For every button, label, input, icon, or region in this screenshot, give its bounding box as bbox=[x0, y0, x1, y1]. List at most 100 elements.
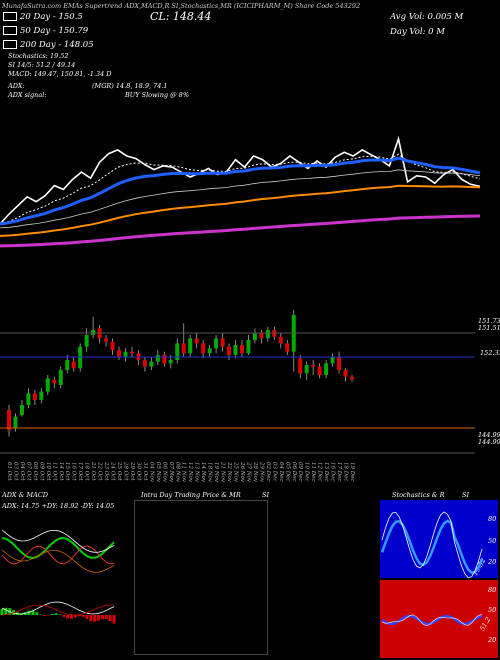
date-tick-label: 30 Oct bbox=[135, 462, 141, 481]
candle-body bbox=[239, 345, 244, 354]
adx-line bbox=[1, 529, 115, 553]
candle-body bbox=[45, 378, 50, 392]
rsi-line bbox=[381, 614, 483, 627]
candle-body bbox=[343, 370, 348, 377]
date-tick-label: 28 Nov bbox=[252, 461, 258, 483]
date-tick-label: 07 Oct bbox=[25, 462, 31, 481]
macd-bar bbox=[97, 615, 101, 621]
date-tick-label: 10 Oct bbox=[45, 462, 51, 481]
date-tick-label: 25 Nov bbox=[233, 461, 239, 483]
price-label-top: 151.73 bbox=[478, 317, 500, 325]
candle-body bbox=[142, 360, 147, 367]
macd-bar bbox=[100, 615, 104, 620]
candle-body bbox=[317, 366, 322, 375]
date-tick-label: 02 Dec bbox=[265, 462, 271, 482]
candle-body bbox=[155, 355, 160, 362]
candle-body bbox=[52, 380, 57, 384]
candle-body bbox=[330, 356, 335, 364]
macd-bar bbox=[93, 615, 97, 622]
date-tick-label: 18 Oct bbox=[84, 462, 90, 481]
macd-bar bbox=[27, 610, 31, 615]
date-tick-label: 14 Oct bbox=[58, 462, 64, 481]
macd-bar bbox=[89, 615, 93, 622]
stoch-tick-50: 50 bbox=[488, 537, 497, 545]
price-label-mid: 151.51 bbox=[478, 324, 500, 332]
date-tick-label: 11 Dec bbox=[310, 462, 316, 482]
macd-value: MACD: 149.47, 150.81, -1.34 D bbox=[8, 70, 112, 78]
ema-long-line bbox=[0, 214, 481, 248]
stoch-panel-title: Stochastics & R bbox=[392, 491, 445, 499]
mr-si-title: SI bbox=[262, 491, 270, 499]
date-tick-label: 19 Nov bbox=[213, 462, 219, 483]
date-tick-label: 04 Nov bbox=[148, 462, 154, 483]
date-tick-label: 18 Dec bbox=[343, 462, 349, 482]
date-tick-label: 13 Nov bbox=[194, 462, 200, 483]
date-tick-label: 04 Oct bbox=[19, 462, 25, 481]
date-tick-label: 17 Dec bbox=[336, 462, 342, 482]
stochastics-value: Stochastics: 19.52 bbox=[8, 52, 69, 60]
candle-body bbox=[324, 363, 329, 375]
date-tick-label: 22 Nov bbox=[226, 461, 232, 483]
legend-ema20-label: 20 Day - 150.5 bbox=[20, 12, 83, 22]
candle-body bbox=[337, 356, 342, 370]
date-tick-label: 27 Nov bbox=[245, 461, 251, 483]
legend-ema20: 20 Day - 150.5 bbox=[3, 12, 83, 22]
price-label-ref: 152.33 bbox=[480, 349, 500, 357]
price-axis bbox=[0, 332, 475, 454]
date-tick-label: 19 Dec bbox=[349, 462, 355, 482]
stoch-k-line bbox=[381, 511, 483, 579]
date-tick-label: 25 Oct bbox=[116, 461, 122, 481]
candle-body bbox=[175, 343, 180, 360]
candle-body bbox=[285, 343, 290, 352]
candle-body bbox=[71, 361, 76, 369]
macd-bar bbox=[42, 615, 46, 616]
candle-body bbox=[246, 340, 251, 354]
macd-bar bbox=[0, 609, 4, 615]
header-topline: MunafaSutra.com EMAs Supertrend ADX,MACD… bbox=[2, 2, 361, 10]
macd-bar bbox=[104, 615, 108, 620]
macd-bar bbox=[112, 615, 116, 624]
date-tick-label: 06 Dec bbox=[291, 462, 297, 482]
price-label-low1: 144.99 bbox=[478, 431, 500, 439]
candle-body bbox=[298, 358, 303, 374]
date-tick-label: 12 Nov bbox=[187, 462, 193, 483]
rsi-value: SI 14/5: 51.2 / 49.14 bbox=[8, 61, 76, 69]
date-tick-label: 11 Oct bbox=[51, 462, 57, 481]
ema200-line bbox=[0, 184, 481, 237]
date-tick-label: 08 Nov bbox=[174, 462, 180, 483]
candle-body bbox=[181, 343, 186, 354]
date-tick-label: 18 Nov bbox=[207, 462, 213, 483]
legend-swatch-icon bbox=[3, 12, 17, 21]
mr-panel-title: Intra Day Trading Price & MR bbox=[141, 491, 241, 499]
rsi-smooth-line bbox=[381, 614, 483, 626]
macd-bar bbox=[4, 607, 8, 615]
macd-bar bbox=[85, 615, 89, 619]
candle-body bbox=[84, 335, 89, 347]
candle-body bbox=[13, 416, 18, 429]
rsi-tick-80: 80 bbox=[488, 586, 497, 594]
date-tick-label: 05 Nov bbox=[155, 462, 161, 483]
legend-ema50: 50 Day - 150.79 bbox=[3, 26, 88, 36]
adx-macd-panel: ADX: 14.75 +DY: 18.92 -DY: 14.05 bbox=[0, 500, 118, 658]
day-volume: Day Vol: 0 M bbox=[390, 27, 445, 37]
macd-signal-line bbox=[1, 604, 115, 616]
date-tick-label: 22 Oct bbox=[97, 461, 103, 481]
macd-bar bbox=[81, 615, 85, 617]
candle-body bbox=[65, 360, 70, 370]
stoch-tick-20: 20 bbox=[488, 558, 497, 566]
candle-body bbox=[168, 360, 173, 364]
legend-ema200: 200 Day - 148.05 bbox=[3, 40, 94, 50]
macd-bar bbox=[70, 615, 74, 619]
date-tick-label: 14 Nov bbox=[200, 462, 206, 483]
candle-body bbox=[233, 345, 238, 355]
plus-di-line bbox=[1, 537, 115, 560]
legend-ema50-label: 50 Day - 150.79 bbox=[20, 26, 89, 36]
avg-volume: Avg Vol: 0.005 M bbox=[390, 12, 464, 22]
adx-signal-value: BUY Slowing @ 8% bbox=[125, 91, 189, 99]
macd-bar bbox=[58, 614, 62, 615]
date-tick-label: 08 Oct bbox=[32, 462, 38, 481]
stoch-d-line bbox=[380, 519, 484, 575]
date-tick-label: 09 Dec bbox=[297, 462, 303, 482]
date-tick-label: 17 Oct bbox=[77, 462, 83, 481]
candle-body bbox=[259, 333, 264, 339]
